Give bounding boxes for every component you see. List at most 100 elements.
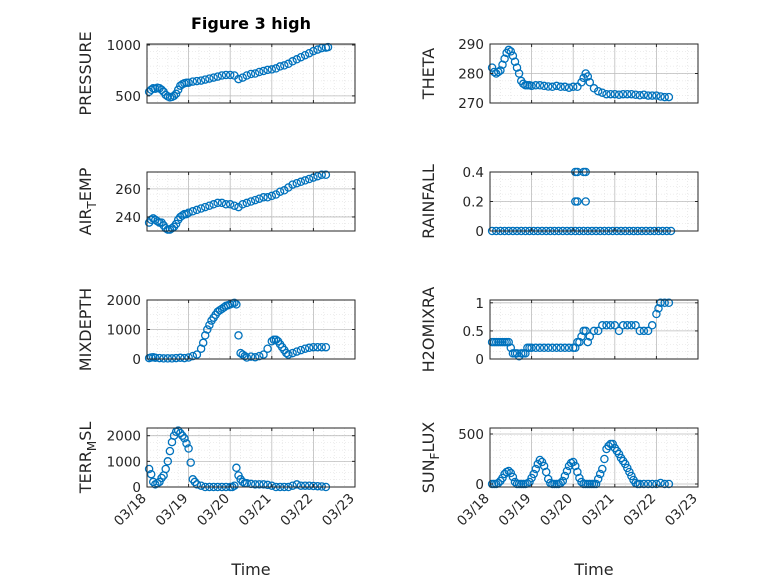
y-tick-label: 500 — [115, 89, 141, 105]
data-point — [521, 349, 530, 358]
data-point — [178, 431, 187, 440]
subplot-h2omixra: 0 0.5 1 H2OMIXRA — [419, 287, 699, 372]
data-point — [246, 69, 256, 79]
y-tick-label: 0.5 — [463, 324, 484, 340]
data-point — [213, 198, 222, 208]
data-point — [317, 170, 326, 180]
data-point — [292, 347, 302, 356]
data-point — [148, 214, 158, 223]
data-point — [602, 321, 611, 330]
data-point — [489, 67, 499, 77]
data-point — [242, 198, 252, 208]
data-point — [575, 473, 584, 483]
data-point — [600, 454, 609, 464]
data-point — [169, 91, 179, 101]
data-point — [180, 434, 189, 443]
data-point — [494, 67, 503, 77]
data-point — [288, 348, 297, 358]
y-tick-label: 0 — [475, 224, 484, 240]
data-point — [313, 342, 322, 352]
data-point — [250, 352, 260, 362]
axes-box — [489, 299, 699, 360]
data-point — [217, 71, 227, 80]
y-tick-label: 240 — [115, 210, 141, 226]
data-point — [275, 62, 285, 71]
data-point — [242, 353, 252, 362]
data-point — [560, 82, 570, 92]
data-point — [300, 50, 310, 60]
data-point — [234, 74, 243, 84]
data-point — [525, 477, 534, 487]
data-point — [255, 351, 264, 361]
data-point — [606, 321, 615, 330]
data-point — [577, 332, 586, 341]
y-tick-label: 270 — [458, 96, 484, 112]
data-point — [180, 353, 189, 363]
data-point — [589, 84, 599, 93]
data-point — [192, 76, 202, 86]
data-point — [562, 466, 572, 476]
data-point — [259, 350, 268, 359]
data-point — [151, 353, 160, 363]
data-point — [514, 69, 524, 78]
data-point — [163, 457, 173, 466]
data-point — [313, 45, 322, 54]
data-point — [618, 89, 628, 99]
y-tick-label: 1000 — [107, 323, 141, 339]
data-point — [267, 337, 277, 346]
data-point — [504, 45, 513, 55]
data-point — [639, 90, 649, 99]
data-point — [296, 481, 306, 490]
y-axis-label: TERRMSL — [76, 422, 99, 495]
data-point — [200, 75, 210, 84]
y-axis-label: PRESSURE — [76, 31, 95, 115]
data-point — [531, 81, 541, 90]
data-point — [296, 52, 306, 62]
data-point — [535, 81, 545, 90]
data-point — [539, 343, 549, 353]
data-point — [531, 343, 541, 353]
data-point — [186, 458, 195, 467]
data-point — [190, 477, 200, 487]
data-point — [560, 471, 570, 481]
data-point — [209, 73, 218, 82]
data-point — [238, 73, 247, 82]
data-point — [564, 343, 574, 353]
data-point — [660, 479, 669, 489]
data-point — [304, 343, 314, 353]
data-point — [309, 342, 318, 352]
data-point — [196, 481, 206, 490]
data-point — [487, 63, 497, 72]
data-point — [155, 353, 164, 363]
data-point — [250, 69, 260, 78]
data-point — [246, 352, 256, 361]
data-point — [263, 480, 272, 490]
data-point — [275, 187, 285, 196]
data-point — [664, 298, 674, 308]
y-tick-label: 0 — [475, 477, 484, 493]
data-point — [656, 92, 665, 101]
data-point — [602, 89, 611, 99]
data-point — [510, 57, 520, 66]
data-point — [568, 82, 578, 92]
data-point — [255, 194, 264, 203]
data-point — [560, 343, 570, 353]
data-point — [508, 472, 518, 482]
data-point — [200, 331, 210, 340]
y-tick-label: 280 — [458, 67, 484, 83]
data-point — [157, 85, 166, 95]
data-point — [292, 55, 302, 64]
y-tick-label: 2000 — [107, 429, 141, 445]
data-point — [321, 342, 331, 352]
data-point — [575, 337, 584, 347]
data-point — [184, 444, 193, 453]
subplot-pressure: 500 1000 PRESSURE — [76, 31, 356, 116]
data-point — [573, 197, 582, 206]
data-point — [296, 345, 306, 355]
data-point — [627, 321, 636, 330]
data-point — [317, 342, 326, 352]
data-point — [589, 326, 599, 336]
data-point — [288, 481, 297, 490]
data-point — [146, 469, 156, 479]
